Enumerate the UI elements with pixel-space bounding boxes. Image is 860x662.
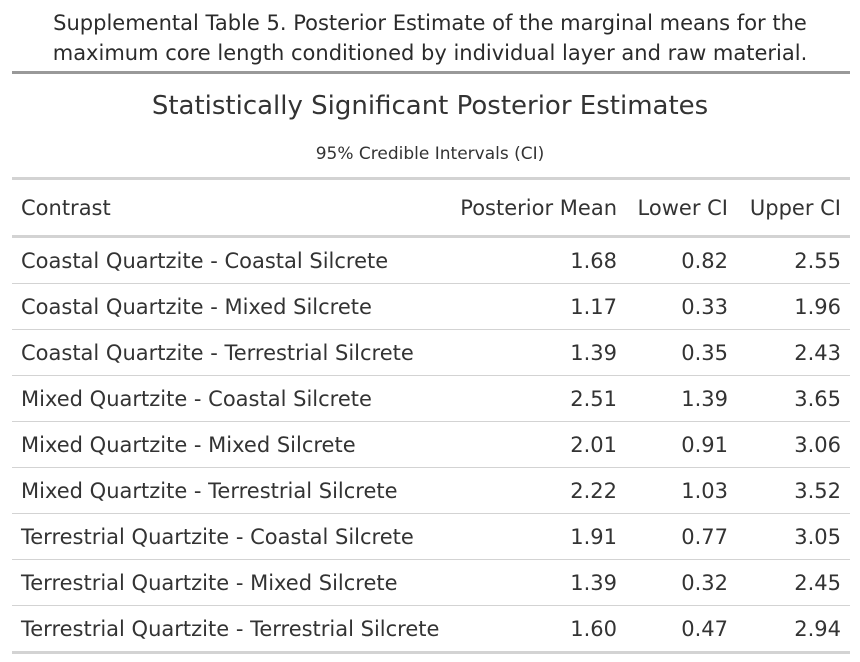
cell-posterior-mean: 2.22 <box>570 478 617 503</box>
cell-contrast: Terrestrial Quartzite - Terrestrial Silc… <box>21 616 440 641</box>
cell-contrast: Terrestrial Quartzite - Coastal Silcrete <box>21 524 414 549</box>
cell-upper-ci: 3.05 <box>794 524 841 549</box>
cell-lower-ci: 0.77 <box>681 524 728 549</box>
cell-contrast: Coastal Quartzite - Terrestrial Silcrete <box>21 340 414 365</box>
column-header-posterior-mean: Posterior Mean <box>460 195 617 220</box>
cell-posterior-mean: 1.68 <box>570 248 617 273</box>
cell-contrast: Mixed Quartzite - Mixed Silcrete <box>21 432 356 457</box>
table-row: Terrestrial Quartzite - Terrestrial Silc… <box>12 606 850 651</box>
table-row: Terrestrial Quartzite - Coastal Silcrete… <box>12 514 850 560</box>
cell-contrast: Mixed Quartzite - Coastal Silcrete <box>21 386 372 411</box>
table-row: Coastal Quartzite - Coastal Silcrete 1.68… <box>12 238 850 284</box>
cell-posterior-mean: 2.01 <box>570 432 617 457</box>
table-row: Mixed Quartzite - Mixed Silcrete 2.01 0.91… <box>12 422 850 468</box>
cell-contrast: Terrestrial Quartzite - Mixed Silcrete <box>21 570 398 595</box>
table-row: Mixed Quartzite - Coastal Silcrete 2.51 1.… <box>12 376 850 422</box>
cell-upper-ci: 3.65 <box>794 386 841 411</box>
table-bottom-rule <box>12 651 850 654</box>
cell-posterior-mean: 1.17 <box>570 294 617 319</box>
table-header-row: Contrast Posterior Mean Lower CI Upper C… <box>12 180 850 235</box>
column-header-lower-ci: Lower CI <box>637 195 728 220</box>
cell-lower-ci: 0.33 <box>681 294 728 319</box>
table-top-rule <box>12 177 850 180</box>
cell-upper-ci: 3.06 <box>794 432 841 457</box>
table-body: Coastal Quartzite - Coastal Silcrete 1.68… <box>12 238 850 651</box>
cell-lower-ci: 0.32 <box>681 570 728 595</box>
cell-contrast: Coastal Quartzite - Mixed Silcrete <box>21 294 372 319</box>
cell-lower-ci: 0.91 <box>681 432 728 457</box>
table-row: Coastal Quartzite - Mixed Silcrete 1.17 0.… <box>12 284 850 330</box>
cell-upper-ci: 3.52 <box>794 478 841 503</box>
cell-contrast: Coastal Quartzite - Coastal Silcrete <box>21 248 389 273</box>
cell-upper-ci: 2.94 <box>794 616 841 641</box>
cell-lower-ci: 0.47 <box>681 616 728 641</box>
column-header-upper-ci: Upper CI <box>749 195 841 220</box>
cell-posterior-mean: 1.39 <box>570 570 617 595</box>
cell-upper-ci: 2.43 <box>794 340 841 365</box>
table-header-rule <box>12 235 850 238</box>
cell-lower-ci: 1.39 <box>681 386 728 411</box>
caption-line-1: Supplemental Table 5. Posterior Estimate… <box>53 11 807 35</box>
caption-divider <box>12 71 850 74</box>
table-row: Coastal Quartzite - Terrestrial Silcrete… <box>12 330 850 376</box>
cell-posterior-mean: 1.39 <box>570 340 617 365</box>
table-title: Statistically Significant Posterior Esti… <box>151 91 709 121</box>
caption-line-2: maximum core length conditioned by indiv… <box>52 41 808 65</box>
table-row: Terrestrial Quartzite - Mixed Silcrete 1.… <box>12 560 850 606</box>
cell-lower-ci: 0.35 <box>681 340 728 365</box>
cell-upper-ci: 2.55 <box>794 248 841 273</box>
cell-lower-ci: 0.82 <box>681 248 728 273</box>
cell-upper-ci: 1.96 <box>794 294 841 319</box>
cell-upper-ci: 2.45 <box>794 570 841 595</box>
table-row: Mixed Quartzite - Terrestrial Silcrete 2.… <box>12 468 850 514</box>
table-caption: Supplemental Table 5. Posterior Estimate… <box>0 8 860 68</box>
column-header-contrast: Contrast <box>21 195 111 220</box>
cell-posterior-mean: 1.60 <box>570 616 617 641</box>
cell-posterior-mean: 1.91 <box>570 524 617 549</box>
cell-lower-ci: 1.03 <box>681 478 728 503</box>
table-subtitle: 95% Credible Intervals (CI) <box>315 144 545 164</box>
results-table: Contrast Posterior Mean Lower CI Upper C… <box>12 177 850 654</box>
cell-posterior-mean: 2.51 <box>570 386 617 411</box>
cell-contrast: Mixed Quartzite - Terrestrial Silcrete <box>21 478 398 503</box>
